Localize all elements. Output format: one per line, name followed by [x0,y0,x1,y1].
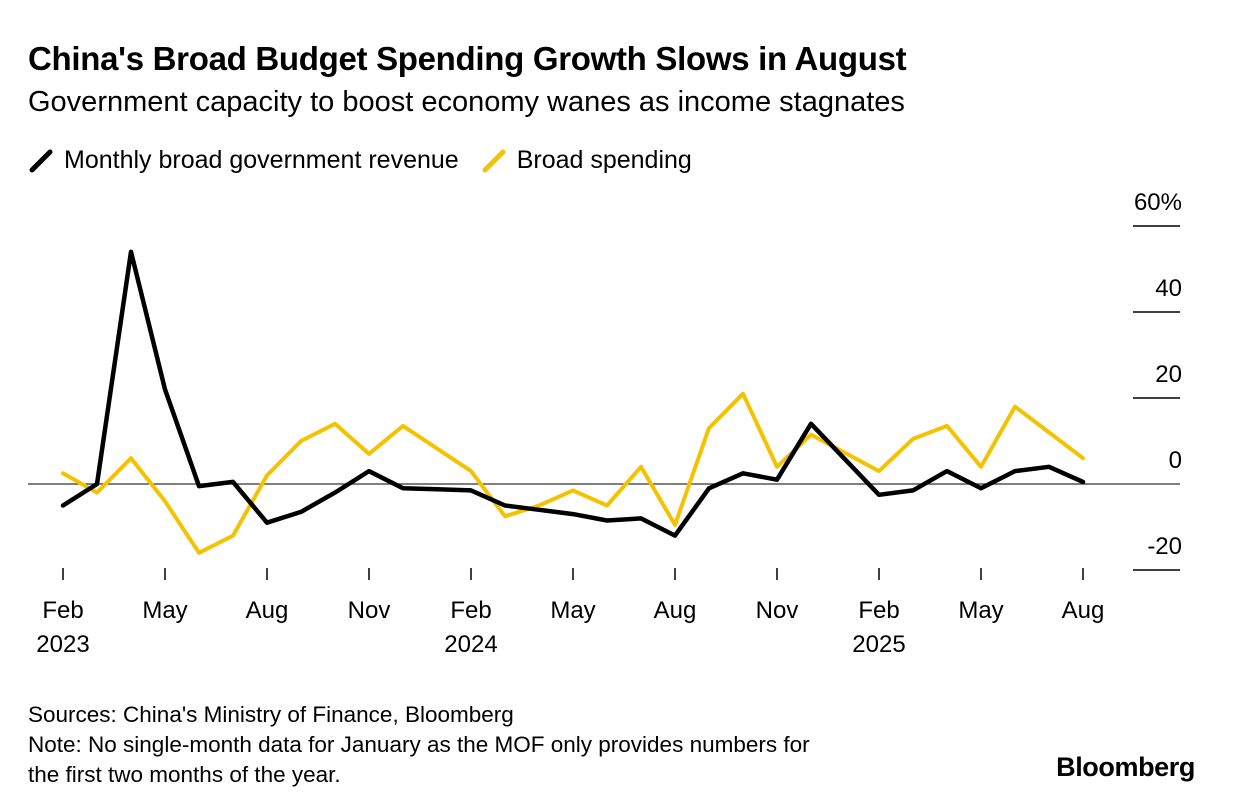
chart-title: China's Broad Budget Spending Growth Slo… [28,40,907,77]
x-tick-label-3: May [142,597,187,624]
legend-swatch-spending [482,149,506,172]
series-line-spending [61,391,1085,555]
y-tick-label-60: 60% [1134,189,1182,216]
note-text-line-1: Note: No single-month data for January a… [28,732,810,757]
legend-item-revenue: Monthly broad government revenue [28,146,459,175]
x-tick-year-12: 2024 [444,631,497,658]
footer: Sources: China's Ministry of Finance, Bl… [28,700,810,790]
x-tick-label-0: Feb [42,597,83,624]
x-tick-year-0: 2023 [36,631,89,658]
x-tick-label-24: Feb [858,597,899,624]
y-tick-label-0: 0 [1169,447,1182,474]
y-tick-label-20: 20 [1155,361,1182,388]
x-tick-year-24: 2025 [852,631,905,658]
x-tick-label-15: May [550,597,595,624]
x-tick-label-6: Aug [246,597,289,624]
legend-label-revenue: Monthly broad government revenue [64,146,459,174]
x-tick-label-30: Aug [1062,597,1105,624]
x-tick-label-12: Feb [450,597,491,624]
x-tick-label-21: Nov [756,597,799,624]
legend: Monthly broad government revenue Broad s… [28,146,714,175]
note-text-line-2: the first two months of the year. [28,762,341,787]
series-line-revenue [60,249,1086,538]
y-tick-label-40: 40 [1155,275,1182,302]
legend-swatch-revenue [29,149,53,172]
bloomberg-logo: Bloomberg [1056,752,1195,782]
chart-subtitle: Government capacity to boost economy wan… [28,86,905,118]
sources-text: Sources: China's Ministry of Finance, Bl… [28,702,514,727]
y-tick-label--20: -20 [1147,533,1182,560]
x-tick-label-18: Aug [654,597,697,624]
line-chart: -20 0 20 40 60% Feb 2023 May Aug Nov Feb 2024 May Aug… [28,189,1182,658]
x-tick-label-27: May [958,597,1003,624]
x-tick-label-9: Nov [348,597,391,624]
legend-item-spending: Broad spending [481,146,692,175]
legend-label-spending: Broad spending [516,146,692,174]
